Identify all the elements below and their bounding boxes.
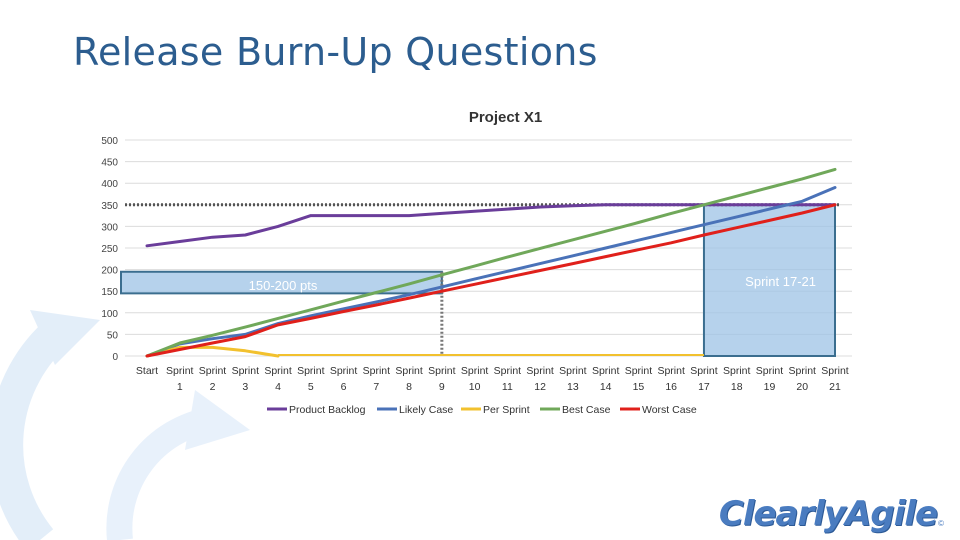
y-tick-label: 300 xyxy=(101,222,118,233)
y-tick-label: 0 xyxy=(112,352,118,363)
x-tick-label: 11 xyxy=(502,381,513,393)
x-tick-label: 12 xyxy=(534,381,546,393)
series-line-likely-case xyxy=(145,186,837,358)
x-tick-label: Start xyxy=(136,365,158,377)
x-tick-label: Sprint xyxy=(690,365,718,377)
x-tick-label: 13 xyxy=(567,381,579,393)
y-tick-label: 500 xyxy=(101,136,118,147)
y-tick-label: 400 xyxy=(101,179,118,190)
x-tick-label: 17 xyxy=(698,381,710,393)
x-tick-label: Sprint xyxy=(395,365,423,377)
x-tick-label: 8 xyxy=(406,381,412,393)
x-tick-label: Sprint xyxy=(657,365,685,377)
x-tick-label: Sprint xyxy=(297,365,325,377)
x-tick-label: Sprint xyxy=(494,365,522,377)
decorative-arrows-icon xyxy=(0,310,250,540)
slide-title: Release Burn-Up Questions xyxy=(73,30,598,74)
x-tick-label: 10 xyxy=(469,381,481,393)
x-tick-label: Sprint xyxy=(592,365,620,377)
x-tick-label: Sprint xyxy=(330,365,358,377)
x-tick-label: 15 xyxy=(633,381,645,393)
x-tick-label: Sprint xyxy=(199,365,227,377)
legend-label: Likely Case xyxy=(399,404,453,416)
legend-label: Product Backlog xyxy=(289,404,366,416)
x-tick-label: Sprint xyxy=(363,365,391,377)
x-tick-label: 3 xyxy=(242,381,248,393)
series-line-product-backlog xyxy=(145,203,837,248)
x-tick-label: Sprint xyxy=(625,365,653,377)
x-tick-label: Sprint xyxy=(264,365,292,377)
legend-label: Per Sprint xyxy=(483,404,530,416)
logo-text: ClearlyAgile xyxy=(718,494,938,534)
x-tick-label: 1 xyxy=(177,381,183,393)
x-tick-label: Sprint xyxy=(789,365,817,377)
x-tick-label: Sprint xyxy=(428,365,456,377)
chart-title: Project X1 xyxy=(469,109,542,126)
x-tick-label: Sprint xyxy=(756,365,784,377)
x-tick-label: 2 xyxy=(210,381,216,393)
x-tick-label: 16 xyxy=(665,381,677,393)
y-tick-label: 200 xyxy=(101,266,118,277)
company-logo: ClearlyAgile © xyxy=(719,492,944,534)
range-box-150-200 xyxy=(120,270,443,295)
x-tick-label: 6 xyxy=(341,381,347,393)
x-tick-label: 9 xyxy=(439,381,445,393)
x-tick-label: Sprint xyxy=(461,365,489,377)
y-tick-label: 150 xyxy=(101,287,118,298)
annotation-label-150-200: 150-200 pts xyxy=(249,278,318,293)
series-line-worst-case xyxy=(145,203,837,358)
x-tick-label: 18 xyxy=(731,381,743,393)
x-tick-label: 20 xyxy=(796,381,808,393)
x-tick-label: Sprint xyxy=(559,365,587,377)
x-tick-label: Sprint xyxy=(166,365,194,377)
y-tick-label: 250 xyxy=(101,244,118,255)
x-tick-label: Sprint xyxy=(821,365,849,377)
y-tick-label: 450 xyxy=(101,158,118,169)
annotation-label-sprint-17-21: Sprint 17-21 xyxy=(745,274,816,289)
y-tick-label: 100 xyxy=(101,309,118,320)
logo-copyright-mark: © xyxy=(938,519,944,528)
legend-label: Worst Case xyxy=(642,404,697,416)
x-tick-label: 4 xyxy=(275,381,281,393)
series-line-best-case xyxy=(145,167,837,358)
x-tick-label: 5 xyxy=(308,381,314,393)
y-tick-label: 350 xyxy=(101,201,118,212)
y-tick-label: 50 xyxy=(107,330,119,341)
x-tick-label: 14 xyxy=(600,381,612,393)
x-tick-label: Sprint xyxy=(232,365,260,377)
x-tick-label: 19 xyxy=(764,381,776,393)
legend-label: Best Case xyxy=(562,404,611,416)
x-tick-label: Sprint xyxy=(723,365,751,377)
x-tick-label: Sprint xyxy=(526,365,554,377)
x-tick-label: 7 xyxy=(373,381,379,393)
x-tick-label: 21 xyxy=(829,381,841,393)
